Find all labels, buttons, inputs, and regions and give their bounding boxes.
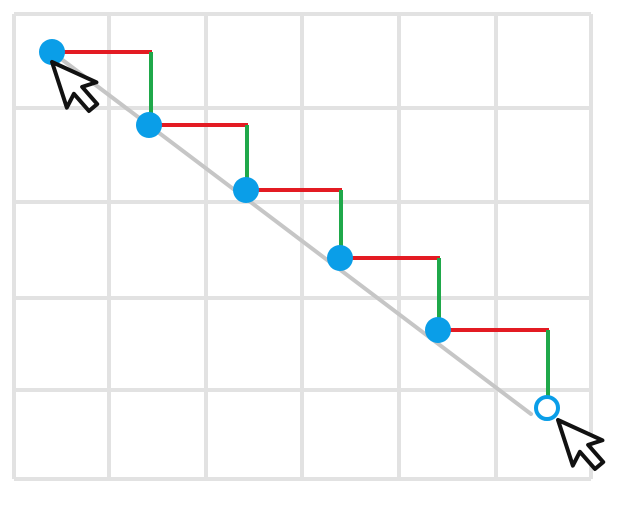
step-point <box>136 112 162 138</box>
step-points <box>39 39 560 421</box>
grid <box>12 12 593 481</box>
mouse-pointer-icon <box>50 60 100 113</box>
cursors <box>50 60 606 471</box>
cursor-arrow-shape <box>50 60 100 113</box>
step-point <box>425 317 451 343</box>
end-point-hollow <box>534 395 560 421</box>
ideal-path-line <box>50 50 533 416</box>
mouse-pointer-icon <box>556 418 606 471</box>
step-point <box>327 245 353 271</box>
step-point <box>233 177 259 203</box>
ideal-line <box>50 50 533 416</box>
cursor-arrow-shape <box>556 418 606 471</box>
step-point <box>39 39 65 65</box>
